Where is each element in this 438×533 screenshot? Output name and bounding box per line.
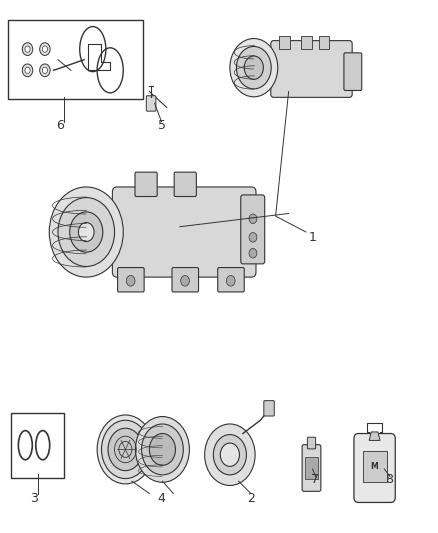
Circle shape xyxy=(237,46,271,89)
Circle shape xyxy=(22,43,33,55)
FancyBboxPatch shape xyxy=(113,187,256,277)
Text: 7: 7 xyxy=(311,473,319,486)
Circle shape xyxy=(249,248,257,258)
Circle shape xyxy=(22,64,33,77)
FancyBboxPatch shape xyxy=(301,36,312,49)
FancyBboxPatch shape xyxy=(307,437,316,449)
FancyBboxPatch shape xyxy=(172,268,198,292)
Circle shape xyxy=(40,43,50,55)
Text: 6: 6 xyxy=(56,119,64,133)
FancyBboxPatch shape xyxy=(264,401,274,416)
Text: M: M xyxy=(371,463,378,471)
Circle shape xyxy=(244,56,263,79)
Text: 5: 5 xyxy=(158,119,166,133)
Text: 4: 4 xyxy=(158,492,166,505)
FancyBboxPatch shape xyxy=(279,36,290,49)
FancyBboxPatch shape xyxy=(354,433,395,503)
Circle shape xyxy=(149,433,176,465)
Polygon shape xyxy=(369,432,380,440)
Circle shape xyxy=(230,38,278,97)
Circle shape xyxy=(40,64,50,77)
Text: 3: 3 xyxy=(30,492,38,505)
Circle shape xyxy=(42,67,47,74)
Circle shape xyxy=(135,417,189,482)
Circle shape xyxy=(141,424,184,475)
Circle shape xyxy=(126,276,135,286)
Circle shape xyxy=(49,187,123,277)
Circle shape xyxy=(42,46,47,52)
FancyBboxPatch shape xyxy=(218,268,244,292)
Text: 2: 2 xyxy=(247,492,255,505)
FancyBboxPatch shape xyxy=(174,172,196,197)
FancyBboxPatch shape xyxy=(135,172,157,197)
Text: 1: 1 xyxy=(309,231,317,244)
FancyBboxPatch shape xyxy=(271,41,352,98)
Circle shape xyxy=(97,415,154,484)
Circle shape xyxy=(78,222,94,241)
FancyBboxPatch shape xyxy=(302,445,321,491)
FancyBboxPatch shape xyxy=(146,96,156,111)
Circle shape xyxy=(25,67,30,74)
FancyBboxPatch shape xyxy=(305,457,318,479)
FancyBboxPatch shape xyxy=(363,451,387,482)
Text: 8: 8 xyxy=(385,473,394,486)
Circle shape xyxy=(249,232,257,242)
Circle shape xyxy=(181,276,189,286)
Circle shape xyxy=(108,428,143,471)
FancyBboxPatch shape xyxy=(241,195,265,264)
Circle shape xyxy=(249,214,257,223)
Circle shape xyxy=(220,443,240,466)
FancyBboxPatch shape xyxy=(117,268,144,292)
FancyBboxPatch shape xyxy=(319,36,329,49)
Circle shape xyxy=(70,212,103,252)
Circle shape xyxy=(226,276,235,286)
Circle shape xyxy=(58,198,115,266)
Circle shape xyxy=(25,46,30,52)
FancyBboxPatch shape xyxy=(344,53,362,91)
Circle shape xyxy=(205,424,255,486)
Circle shape xyxy=(213,434,247,475)
Circle shape xyxy=(102,420,149,479)
